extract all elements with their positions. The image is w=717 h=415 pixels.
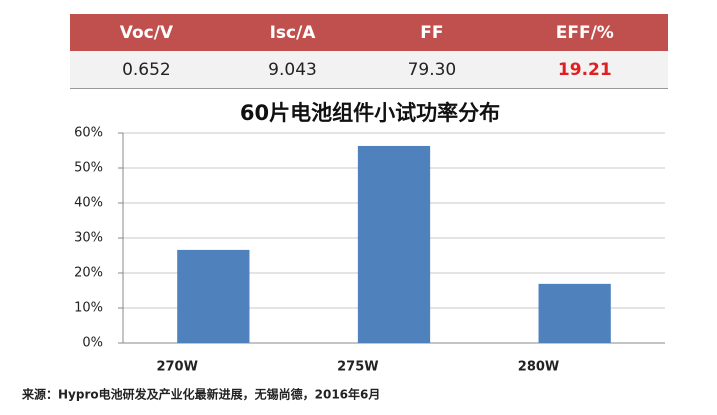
x-tick-label: 270W: [156, 360, 197, 375]
y-tick-label: 0%: [82, 336, 103, 351]
y-tick-label: 50%: [74, 161, 103, 176]
table-row: 0.652 9.043 79.30 19.21: [70, 51, 668, 89]
table-cell: 19.21: [501, 51, 668, 89]
header-cell: EFF/%: [501, 14, 668, 51]
parameter-table: Voc/V Isc/A FF EFF/% 0.652 9.043 79.30 1…: [70, 14, 668, 89]
table-header: Voc/V Isc/A FF EFF/%: [70, 14, 668, 51]
table-cell: 0.652: [70, 51, 223, 89]
x-tick-label: 275W: [337, 360, 378, 375]
y-tick-label: 20%: [74, 266, 103, 281]
bar: [538, 283, 611, 343]
y-tick-label: 60%: [74, 126, 103, 141]
bar: [177, 249, 250, 343]
table-cell: 79.30: [362, 51, 502, 89]
header-cell: Voc/V: [70, 14, 223, 51]
header-cell: Isc/A: [222, 14, 363, 51]
header-cell: FF: [362, 14, 502, 51]
y-tick-label: 10%: [74, 301, 103, 316]
y-tick-label: 30%: [74, 231, 103, 246]
bar: [357, 145, 431, 343]
y-tick-label: 40%: [74, 196, 103, 211]
chart-title: 60片电池组件小试功率分布: [240, 101, 500, 125]
table-cell: 9.043: [222, 51, 363, 89]
x-tick-label: 280W: [518, 360, 559, 375]
source-note: 来源：Hypro电池研发及产业化最新进展，无锡尚德，2016年6月: [21, 387, 380, 402]
